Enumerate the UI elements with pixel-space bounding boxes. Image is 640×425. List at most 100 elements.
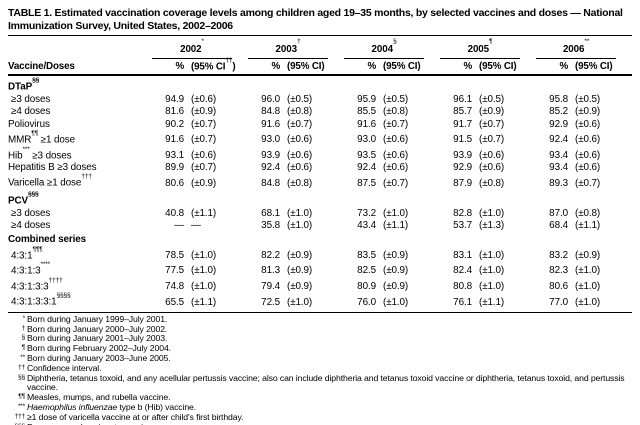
row-label: Hib*** ≥3 doses — [8, 145, 144, 163]
footnote: ¶ Born during February 2002–July 2004. — [8, 343, 632, 354]
row-label-text: ≥4 doses — [11, 219, 51, 231]
ci-header: (95% CI) — [383, 61, 421, 73]
ci-value: (±0.9) — [479, 106, 505, 118]
year-col-2005: 2005¶ — [432, 37, 528, 60]
footnote-marker: ** — [20, 354, 25, 362]
pct-value: 96.1 — [453, 94, 472, 106]
footnote: † Born during January 2000–July 2002. — [8, 323, 632, 335]
ci-value: (±1.0) — [287, 207, 313, 219]
pct-value: 77.5 — [165, 265, 184, 277]
pct-value: 87.9 — [453, 177, 472, 189]
year-underline — [248, 58, 328, 60]
ci-value: (±1.0) — [383, 207, 409, 219]
pct-value: 53.7 — [453, 219, 472, 231]
row-footnote-marker: *** — [22, 145, 30, 153]
year-col-2003: 2003† — [240, 37, 336, 60]
ci-value: (±0.7) — [287, 118, 313, 130]
row-label: Hepatitis B ≥3 doses — [8, 162, 144, 174]
ci-header-text: ) — [232, 61, 236, 73]
ci-value: (±0.6) — [383, 162, 409, 174]
ci-value: (±0.7) — [191, 134, 217, 146]
table-row: 4:3:1:3**** 77.5 (±1.0) 81.3 (±0.9) 82.5 (±0.9… — [8, 261, 632, 278]
pct-value: 85.5 — [357, 106, 376, 118]
ci-value: (±0.6) — [575, 162, 601, 174]
ci-value: (±0.5) — [479, 94, 505, 106]
footnote: §§ Diphtheria, tetanus toxoid, and any ac… — [8, 372, 632, 394]
footnote-marker: § — [21, 334, 26, 342]
year-footnote-marker: † — [296, 37, 301, 45]
ci-value: (±0.6) — [383, 134, 409, 146]
footnote-text: Born during January 2000–July 2002. — [27, 323, 168, 334]
ci-value: (±0.6) — [575, 134, 601, 146]
pct-value: — — [174, 219, 184, 231]
table-row: Poliovirus 90.2 (±0.7) 91.6 (±0.7) 91.6 (±0.7)… — [8, 119, 632, 131]
row-label: PCV§§§ — [8, 191, 144, 208]
section-row: PCV§§§ — [8, 191, 632, 208]
footnote-text: Diphtheria, tetanus toxoid, and any acel… — [27, 372, 625, 393]
table-row: Hib*** ≥3 doses 93.1 (±0.6) 93.9 (±0.6) 93.5 (… — [8, 145, 632, 163]
table-row: ≥3 doses 40.8 (±1.1) 68.1 (±1.0) 73.2 (±1.0) 82… — [8, 208, 632, 220]
pct-value: 40.8 — [165, 207, 184, 219]
ci-value: (±1.1) — [479, 296, 505, 308]
footnote-marker: ¶¶ — [18, 393, 25, 401]
row-label-text: MMR — [8, 134, 32, 146]
footnote-text: Haemophilus influenzae type b (Hib) vacc… — [27, 402, 632, 413]
pct-value: 84.8 — [261, 106, 280, 118]
ci-value: (±0.8) — [287, 177, 313, 189]
ci-value: (±0.9) — [383, 249, 409, 261]
ci-header: (95% CI) — [479, 61, 517, 73]
pct-value: 80.6 — [165, 177, 184, 189]
pct-value: 82.3 — [549, 265, 568, 277]
ci-value: (±1.0) — [575, 280, 601, 292]
row-label-text: 4:3:1:3:3 — [11, 280, 49, 292]
footnote: †† Confidence interval. — [8, 363, 632, 374]
footnote: ††† ≥1 dose of varicella vaccine at or af… — [8, 412, 632, 423]
pct-value: 93.1 — [165, 149, 184, 161]
ci-value: (±0.8) — [575, 207, 601, 219]
pct-header: % — [367, 61, 376, 73]
year-label: 2006 — [562, 44, 585, 56]
pct-value: 95.8 — [549, 94, 568, 106]
table-row: 4:3:1¶¶¶ 78.5 (±1.0) 82.2 (±0.9) 83.5 (±0.9) 83… — [8, 246, 632, 263]
ci-value: (±0.9) — [383, 265, 409, 277]
ci-value: (±1.0) — [479, 280, 505, 292]
year-footnote-marker: ¶ — [489, 37, 493, 45]
ci-footnote-marker: †† — [225, 57, 233, 65]
footnote: *** Haemophilus influenzae type b (Hib) v… — [8, 402, 632, 413]
row-label: MMR¶¶ ≥1 dose — [8, 130, 144, 147]
ci-value: (±0.5) — [383, 94, 409, 106]
pct-value: 68.4 — [549, 219, 568, 231]
pct-value: 87.0 — [549, 207, 568, 219]
pct-value: 82.4 — [453, 265, 472, 277]
year-label: 2002 — [180, 44, 202, 56]
year-label: 2003 — [275, 44, 298, 56]
year-footnote-marker: * — [201, 37, 205, 45]
footnote-marker: ††† — [14, 412, 26, 420]
ci-value: (±1.0) — [287, 296, 313, 308]
row-label-text: Hepatitis B ≥3 doses — [8, 162, 97, 174]
row-label: Combined series — [8, 234, 144, 246]
ci-value: (±0.7) — [479, 118, 505, 130]
ci-value: (±0.9) — [287, 249, 313, 261]
row-label-text: ≥1 dose — [38, 134, 76, 146]
footnote-marker: †† — [18, 363, 25, 371]
row-label-text: 4:3:1 — [11, 249, 33, 261]
table-row: MMR¶¶ ≥1 dose 91.6 (±0.7) 93.0 (±0.6) 93.0 (±0… — [8, 130, 632, 147]
ci-value: (±0.6) — [575, 149, 601, 161]
footnote: §§§Pneumococcal conjugate vaccine. — [8, 422, 632, 425]
pct-value: 91.5 — [453, 134, 472, 146]
ci-value: (±0.8) — [479, 177, 505, 189]
pct-value: 92.4 — [549, 134, 568, 146]
year-footnote-marker: ** — [584, 37, 590, 45]
pct-value: 92.4 — [357, 162, 376, 174]
pct-value: 92.9 — [453, 162, 472, 174]
section-row: Combined series — [8, 234, 632, 246]
footnote-text: Born during January 1999–July 2001. — [27, 313, 168, 324]
year-col-2002: 2002* — [144, 37, 240, 60]
footnote: * Born during January 1999–July 2001. — [8, 313, 632, 325]
pct-header: % — [271, 61, 280, 73]
table-row: Varicella ≥1 dose††† 80.6 (±0.9) 84.8 (±0.8)… — [8, 173, 632, 190]
ci-header-text: (95% CI — [191, 61, 226, 73]
footnote-marker: §§§ — [8, 422, 27, 425]
table-bottom-rule — [8, 311, 632, 313]
